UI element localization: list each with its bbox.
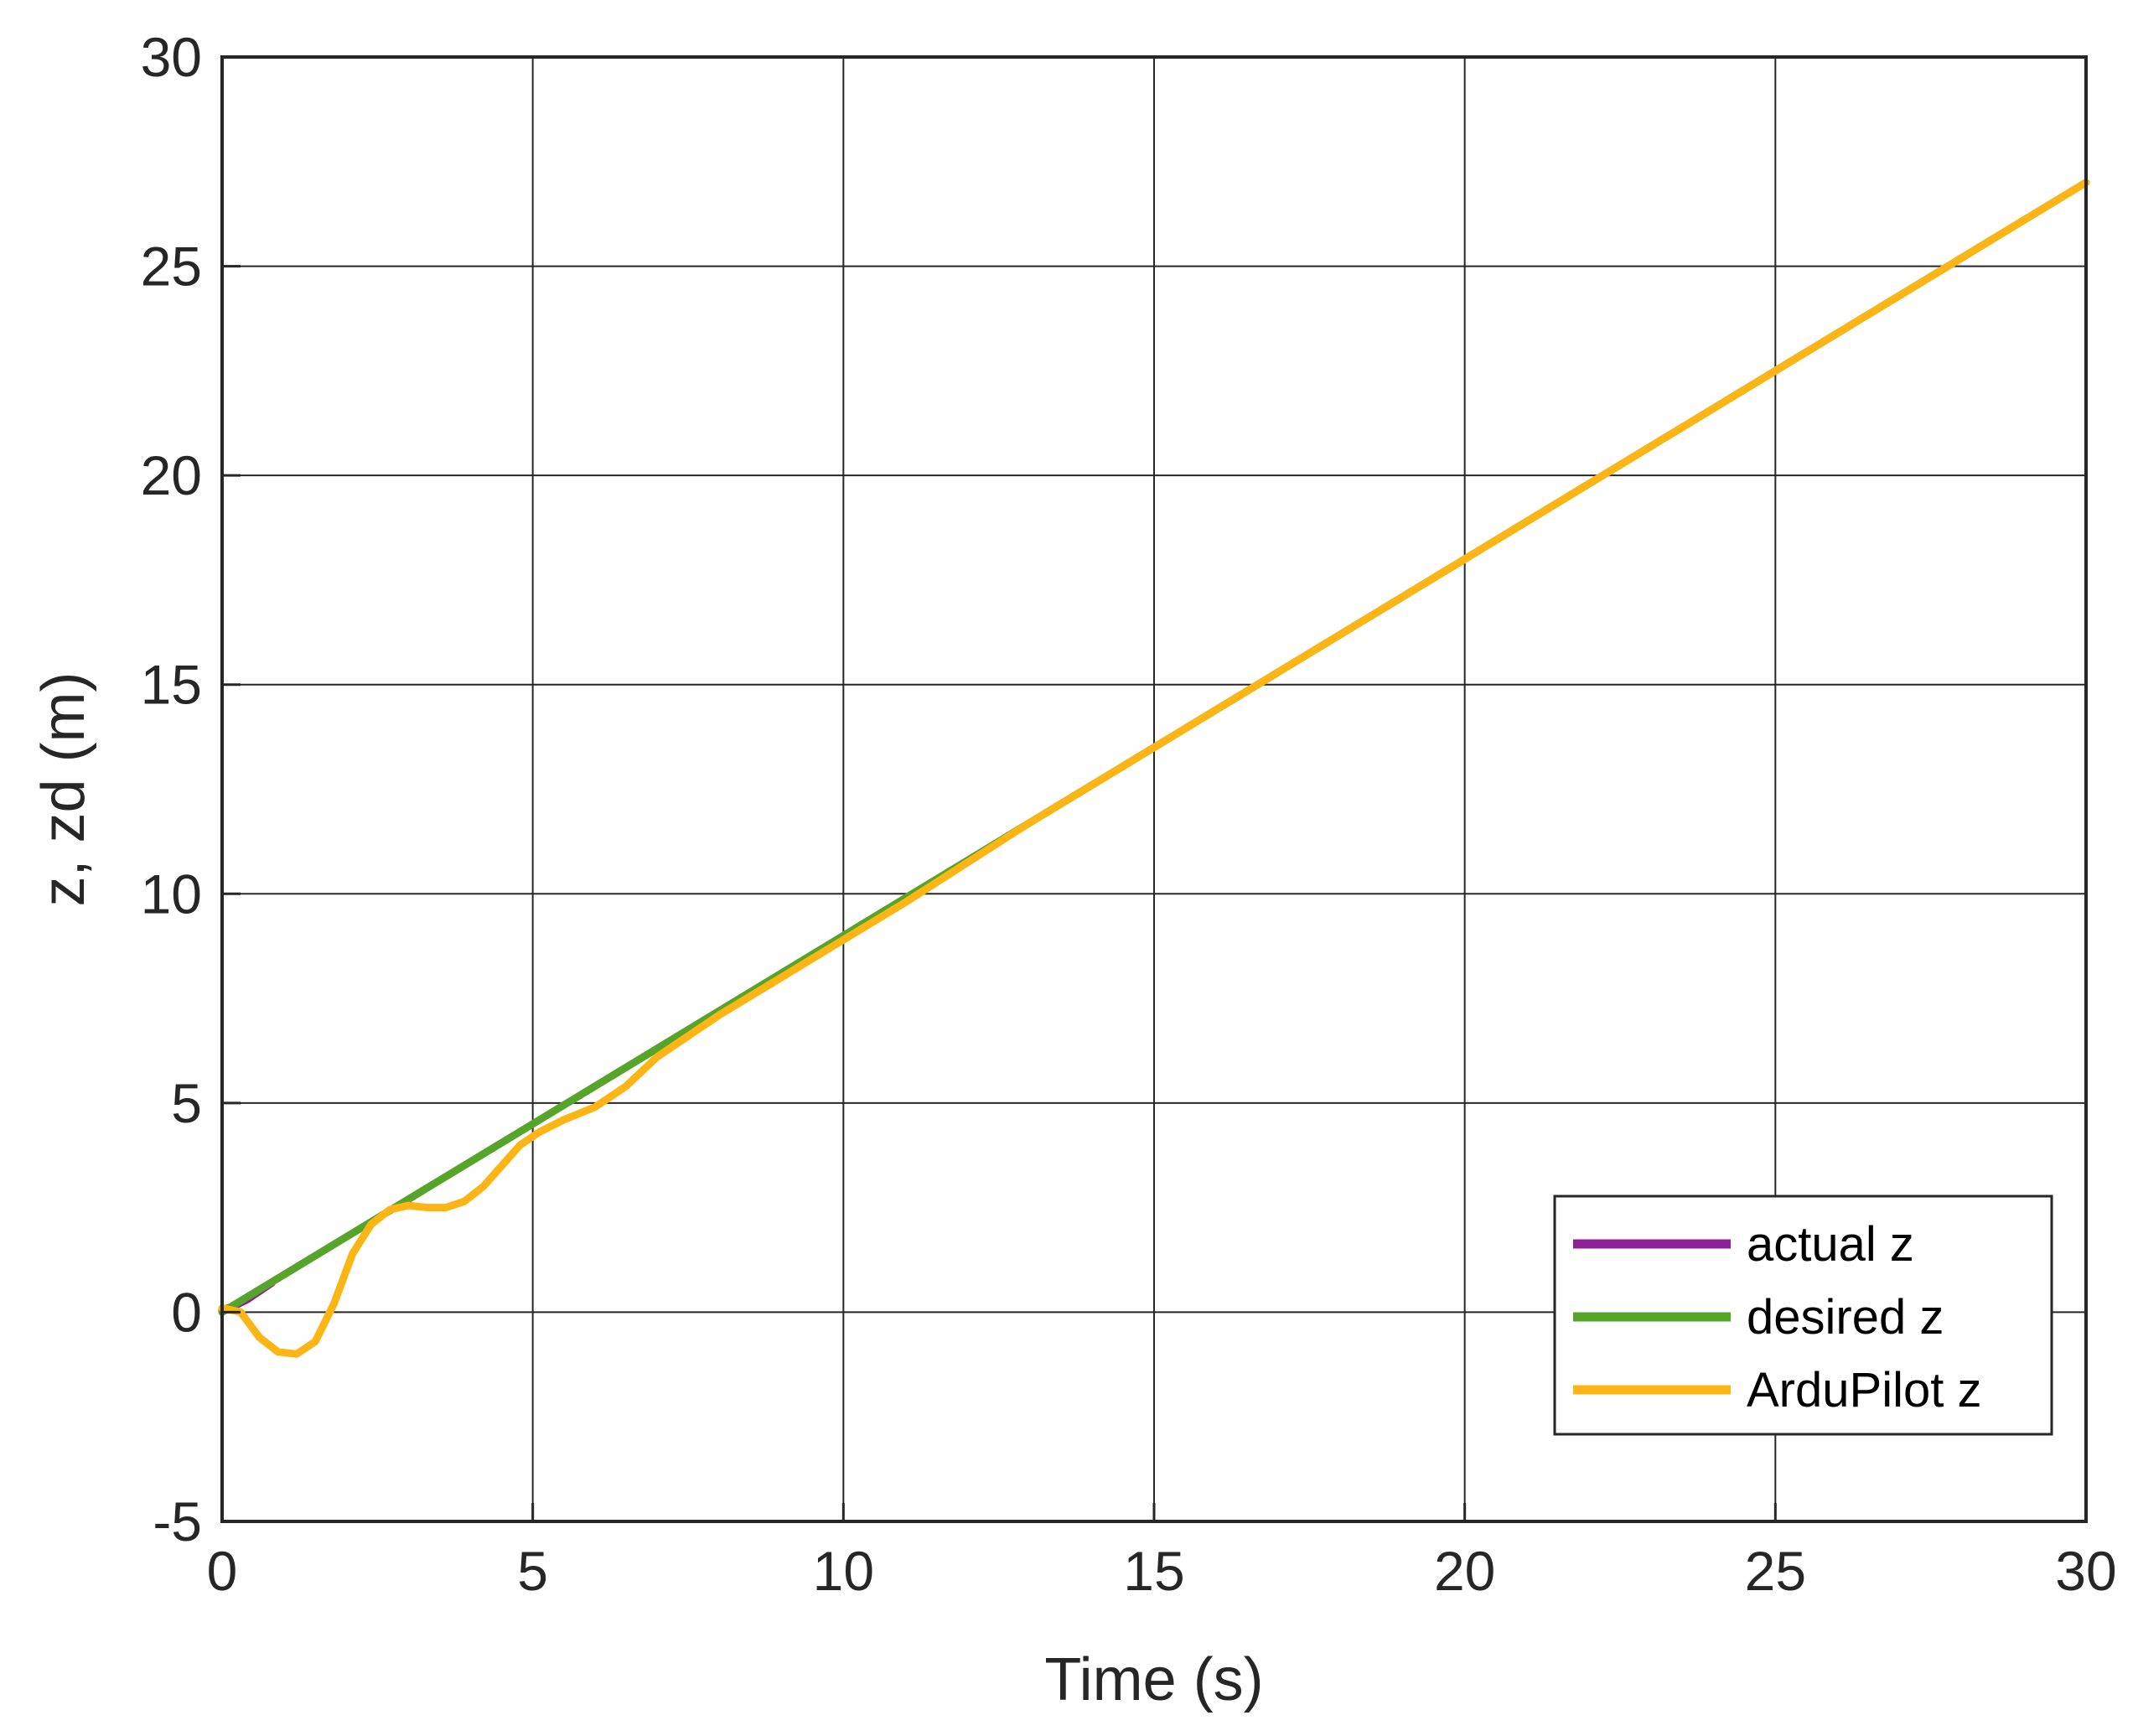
y-tick-label: -5 — [153, 1490, 202, 1552]
series-layer — [218, 179, 2090, 1358]
x-tick-label: 20 — [1434, 1540, 1495, 1602]
legend: actual z desired z ArduPilot z — [1553, 1194, 2053, 1436]
series-line-ardupilot-z — [218, 179, 2090, 1358]
y-tick-label: 10 — [141, 863, 202, 925]
legend-label: actual z — [1747, 1217, 1914, 1272]
y-tick-label: 5 — [171, 1072, 202, 1134]
x-tick-label: 0 — [207, 1540, 238, 1602]
legend-label: desired z — [1747, 1290, 1944, 1345]
y-axis-label: z, zd (m) — [30, 672, 97, 907]
y-tick-label: 20 — [141, 444, 202, 506]
y-tick-label: 0 — [171, 1281, 202, 1343]
grid-lines — [222, 57, 2086, 1521]
x-tick-label: 10 — [813, 1540, 874, 1602]
y-tick-label: 25 — [141, 236, 202, 298]
x-tick-label: 15 — [1123, 1540, 1184, 1602]
x-tick-label: 5 — [517, 1540, 548, 1602]
y-tick-label: 15 — [141, 654, 202, 716]
x-tick-label: 25 — [1745, 1540, 1806, 1602]
legend-label: ArduPilot z — [1747, 1363, 1981, 1417]
y-tick-label: 30 — [141, 26, 202, 88]
x-tick-label: 30 — [2055, 1540, 2116, 1602]
x-axis-label: Time (s) — [1044, 1646, 1263, 1713]
